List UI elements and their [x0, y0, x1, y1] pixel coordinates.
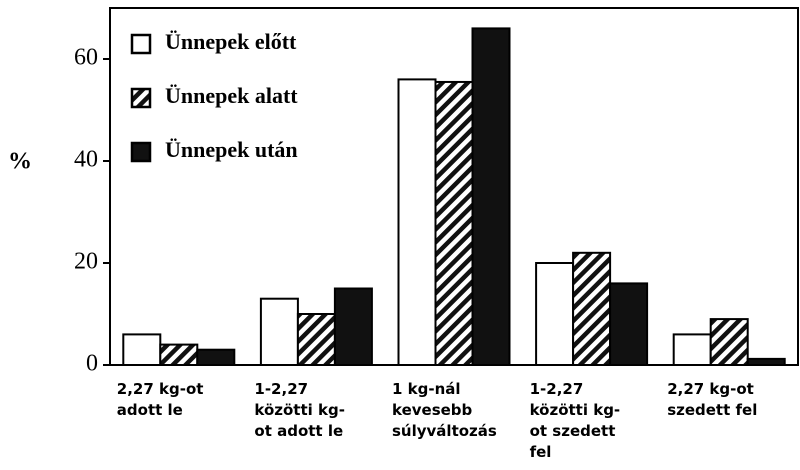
y-axis-label: %	[8, 149, 32, 175]
y-tick-label: 60	[74, 45, 98, 71]
y-tick-label: 20	[74, 249, 98, 275]
bar	[259, 297, 299, 367]
x-tick-label: 1-2,27 közötti kg- ot szedett fel	[529, 380, 621, 461]
bar	[471, 27, 511, 367]
legend-label: Ünnepek után	[165, 137, 298, 162]
x-tick-label: 1-2,27 közötti kg- ot adott le	[254, 380, 345, 440]
bar	[122, 333, 162, 366]
x-tick-label: 1 kg-nál kevesebb súlyváltozás	[392, 380, 497, 440]
bar	[397, 78, 437, 367]
x-tick-label: 2,27 kg-ot szedett fel	[667, 380, 758, 419]
x-tick-label: 2,27 kg-ot adott le	[116, 380, 204, 419]
y-tick-label: 0	[86, 351, 98, 377]
y-tick-label: 40	[74, 147, 98, 173]
bar	[196, 348, 236, 367]
bar	[609, 282, 649, 366]
legend-label: Ünnepek alatt	[165, 83, 298, 108]
bar	[672, 333, 712, 366]
bar	[434, 80, 474, 366]
bar	[746, 357, 786, 367]
bar	[333, 287, 373, 366]
legend-swatch	[130, 33, 152, 55]
legend-label: Ünnepek előtt	[165, 29, 297, 54]
bar	[296, 313, 336, 366]
bar	[572, 251, 612, 366]
legend-swatch	[130, 141, 152, 163]
legend-swatch	[130, 87, 152, 109]
bar	[535, 262, 575, 366]
bar	[159, 343, 199, 367]
bar	[709, 318, 749, 367]
